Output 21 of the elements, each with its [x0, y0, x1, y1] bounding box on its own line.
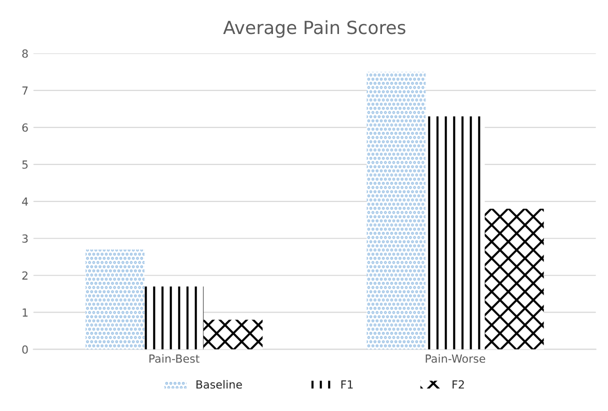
bar: [204, 320, 263, 350]
y-tick-label: 8: [22, 49, 28, 58]
y-tick-label: 3: [22, 234, 28, 243]
x-tick-label: Pain-Best: [149, 354, 200, 363]
y-tick-label: 1: [22, 308, 28, 317]
bar: [85, 249, 145, 350]
bar: [366, 72, 426, 350]
y-tick-label: 0: [22, 345, 28, 354]
y-tick-label: 7: [22, 86, 28, 95]
legend-label: F2: [452, 380, 464, 389]
bar: [484, 208, 544, 350]
legend-label: Baseline: [196, 380, 242, 389]
bar: [426, 116, 485, 350]
y-tick-label: 6: [22, 123, 28, 132]
y-tick-label: 5: [22, 160, 28, 169]
bar: [144, 286, 204, 350]
y-tick-label: 4: [22, 198, 28, 206]
chart-title: Average Pain Scores: [223, 20, 406, 38]
legend-label: F1: [341, 380, 353, 389]
y-tick-label: 2: [22, 271, 28, 280]
x-tick-label: Pain-Worse: [426, 354, 486, 363]
